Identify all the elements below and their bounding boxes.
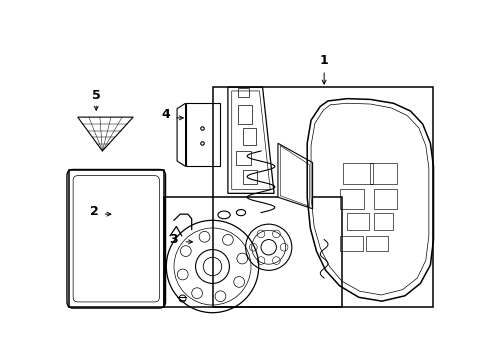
Polygon shape — [177, 103, 185, 166]
Bar — [235, 151, 250, 165]
Bar — [343, 163, 372, 184]
Bar — [373, 213, 393, 230]
Bar — [369, 163, 396, 184]
Bar — [346, 213, 368, 230]
Text: 1: 1 — [319, 54, 328, 67]
Polygon shape — [277, 143, 312, 209]
Bar — [238, 105, 251, 124]
Bar — [242, 128, 256, 145]
Text: 2: 2 — [90, 204, 99, 217]
Bar — [68, 170, 163, 307]
Bar — [366, 236, 387, 251]
Bar — [163, 197, 341, 307]
Bar — [373, 189, 396, 209]
Bar — [339, 189, 364, 209]
Bar — [339, 236, 362, 251]
Text: 3: 3 — [169, 233, 178, 246]
Text: 5: 5 — [92, 89, 101, 102]
Bar — [185, 103, 220, 166]
Bar — [238, 88, 249, 97]
Bar — [243, 170, 257, 184]
Text: 4: 4 — [162, 108, 170, 121]
Bar — [213, 87, 432, 307]
